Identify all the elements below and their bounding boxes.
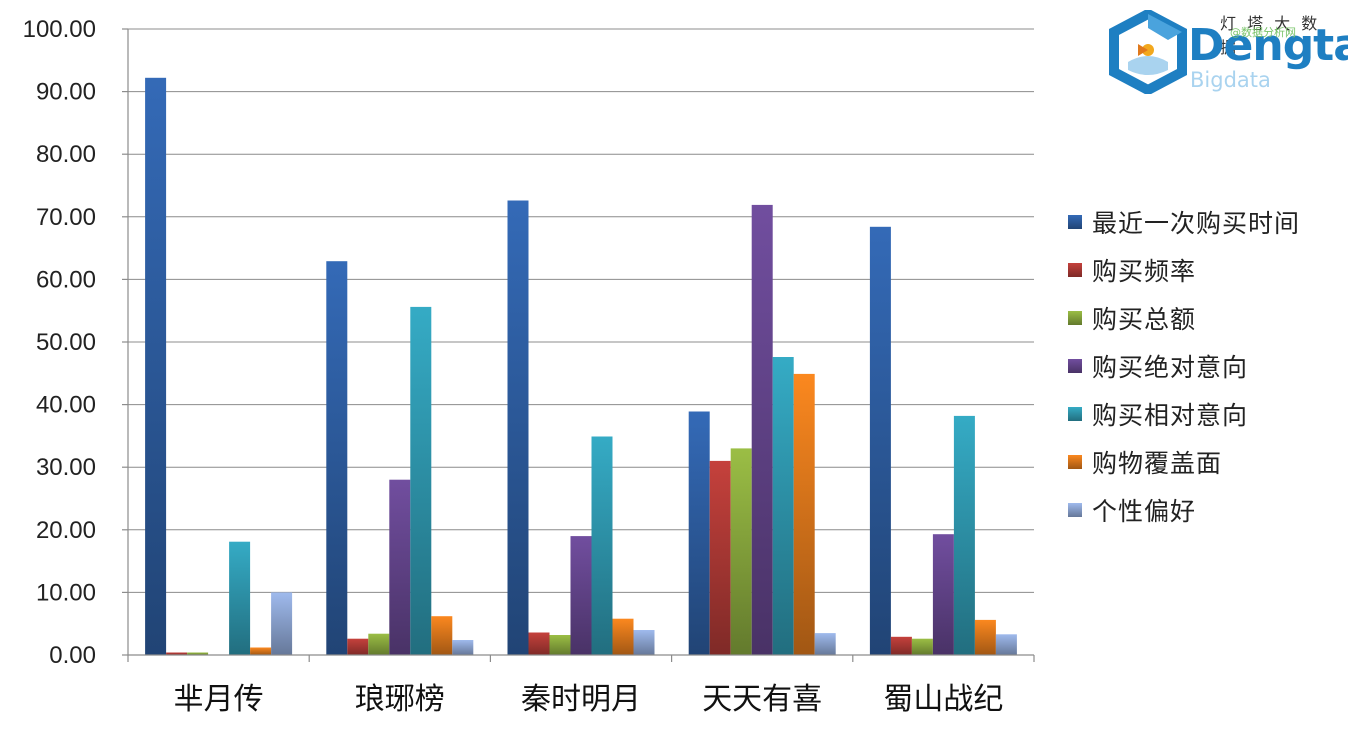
bar-4-2 [911, 638, 933, 655]
legend-item: 购物覆盖面 [1068, 438, 1300, 486]
bar-1-6 [452, 640, 474, 655]
bar-0-4 [229, 541, 251, 655]
bar-3-5 [793, 373, 815, 655]
bar-1-5 [431, 616, 453, 655]
bar-3-4 [772, 357, 794, 655]
legend-swatch [1068, 407, 1082, 421]
y-tick-label: 60.00 [36, 266, 96, 293]
bar-2-3 [570, 536, 592, 655]
watermark-text: @数据分析网 [1230, 26, 1296, 39]
dengta-logo: 灯 塔 大 数 据 Dengta Bigdata @数据分析网 [1108, 8, 1348, 96]
bar-0-6 [271, 592, 293, 655]
legend-swatch [1068, 455, 1082, 469]
y-tick-label: 20.00 [36, 517, 96, 544]
bar-1-3 [389, 479, 411, 655]
legend-label: 购买相对意向 [1092, 401, 1249, 430]
logo-english-text: Dengta [1188, 20, 1348, 71]
y-tick-label: 40.00 [36, 392, 96, 419]
legend-swatch [1068, 311, 1082, 325]
bar-3-6 [814, 633, 836, 655]
bar-3-2 [730, 448, 752, 655]
bar-0-0 [145, 77, 167, 656]
bar-1-2 [368, 633, 390, 655]
legend-item: 购买总额 [1068, 294, 1300, 342]
y-tick-label: 100.00 [23, 16, 96, 43]
y-tick-label: 50.00 [36, 329, 96, 356]
axes [122, 28, 1035, 662]
legend-swatch [1068, 263, 1082, 277]
bar-4-4 [953, 415, 975, 655]
bar-4-5 [974, 619, 996, 655]
bar-2-0 [507, 200, 529, 655]
legend-item: 个性偏好 [1068, 486, 1300, 534]
x-tick-label: 芈月传 [174, 682, 264, 717]
y-tick-label: 30.00 [36, 454, 96, 481]
y-tick-label: 90.00 [36, 79, 96, 106]
bar-2-6 [633, 630, 655, 655]
legend-item: 购买相对意向 [1068, 390, 1300, 438]
bar-2-1 [528, 632, 550, 655]
bar-4-1 [890, 636, 912, 655]
legend-label: 购买绝对意向 [1092, 353, 1249, 382]
y-tick-label: 10.00 [36, 579, 96, 606]
bar-1-0 [326, 261, 348, 655]
gridlines [128, 28, 1034, 593]
y-tick-label: 0.00 [49, 642, 96, 669]
logo-chinese-text: 灯 塔 大 数 据 [1220, 14, 1321, 57]
chart-legend: 最近一次购买时间 购买频率购买总额购买绝对意向 购买相对意向 购物覆盖面个性偏好 [1068, 198, 1300, 534]
x-tick-label: 天天有喜 [702, 682, 822, 717]
x-axis-tick-labels: 芈月传 琅琊榜 秦时明月 天天有喜 蜀山战纪 [174, 682, 1004, 717]
x-tick-label: 琅琊榜 [355, 682, 445, 717]
bar-1-4 [410, 306, 432, 655]
bar-2-2 [549, 635, 571, 655]
legend-label: 购物覆盖面 [1092, 449, 1223, 478]
legend-swatch [1068, 503, 1082, 517]
bar-2-4 [591, 436, 613, 655]
bar-2-5 [612, 618, 634, 655]
bar-1-1 [347, 638, 369, 655]
bar-0-2 [187, 652, 209, 655]
bar-3-3 [751, 204, 773, 655]
bar-3-1 [709, 460, 731, 655]
legend-label: 购买总额 [1092, 305, 1197, 334]
bar-4-3 [932, 534, 954, 655]
bar-4-0 [869, 226, 891, 656]
x-tick-label: 蜀山战纪 [883, 682, 1003, 717]
bars [145, 77, 1017, 656]
x-tick-label: 秦时明月 [521, 682, 641, 717]
legend-label: 购买频率 [1092, 257, 1197, 286]
bar-4-6 [995, 634, 1017, 655]
legend-swatch [1068, 215, 1082, 229]
y-tick-label: 80.00 [36, 141, 96, 168]
logo-subtitle: Bigdata [1190, 68, 1271, 92]
y-axis-tick-labels: 0.00 10.00 20.00 30.00 40.00 50.00 60.00 70.00 8… [23, 16, 96, 669]
legend-item: 购买绝对意向 [1068, 342, 1300, 390]
bar-3-0 [688, 411, 710, 655]
bar-0-5 [250, 647, 272, 655]
bar-0-1 [166, 652, 188, 655]
y-tick-label: 70.00 [36, 204, 96, 231]
legend-label: 最近一次购买时间 [1092, 209, 1301, 238]
legend-item: 最近一次购买时间 [1068, 198, 1300, 246]
legend-swatch [1068, 359, 1082, 373]
legend-item: 购买频率 [1068, 246, 1300, 294]
hexagon-logo-icon [1109, 10, 1187, 94]
legend-label: 个性偏好 [1092, 497, 1197, 526]
